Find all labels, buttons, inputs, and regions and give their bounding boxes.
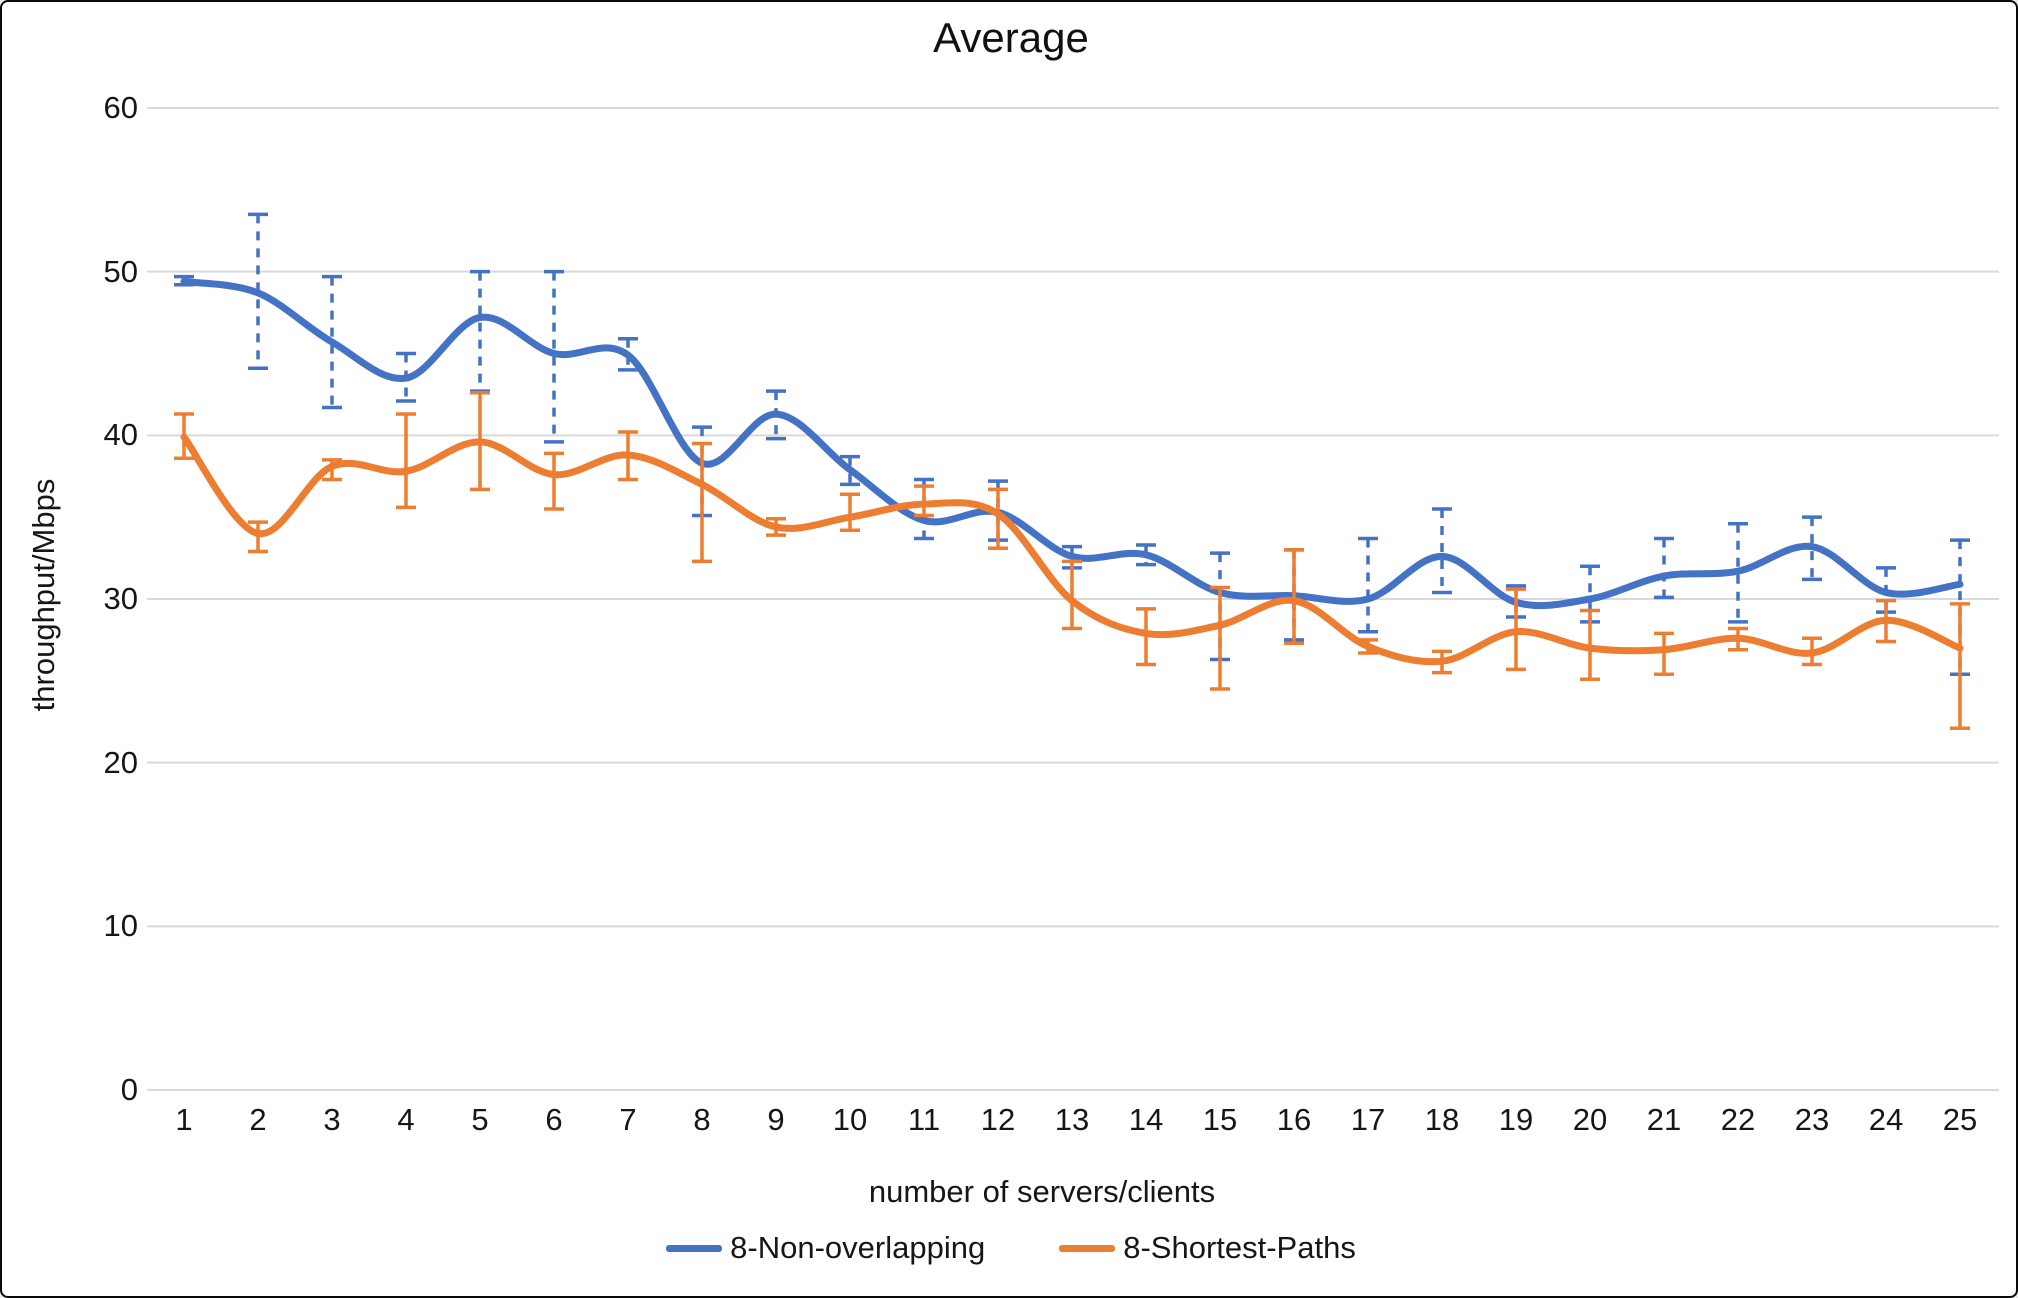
x-tick-label: 20 [1572, 1102, 1608, 1137]
gridlines [147, 107, 1999, 1091]
x-tick-label: 8 [693, 1102, 711, 1137]
y-axis-title: throughput/Mbps [26, 478, 61, 712]
y-tick-label: 50 [103, 253, 138, 289]
x-tick-label: 23 [1794, 1102, 1830, 1137]
x-tick-label: 21 [1646, 1102, 1682, 1137]
error-bars-8-Shortest-Paths [174, 391, 1970, 731]
legend-line-swatch-orange [1059, 1244, 1116, 1252]
y-tick-label: 30 [103, 581, 138, 616]
x-tick-label: 4 [397, 1102, 415, 1137]
y-tick-label: 60 [103, 90, 138, 125]
x-tick-label: 1 [175, 1102, 193, 1137]
x-tick-label: 25 [1942, 1102, 1978, 1137]
legend-entry-non-overlapping: 8-Non-overlapping [666, 1230, 985, 1266]
x-tick-label: 3 [323, 1102, 341, 1137]
x-tick-label: 11 [907, 1102, 941, 1137]
x-tick-label: 18 [1424, 1102, 1460, 1137]
x-tick-label: 2 [249, 1102, 267, 1137]
y-tick-label: 10 [103, 908, 138, 944]
chart-legend: 8-Non-overlapping 8-Shortest-Paths [2, 1230, 2016, 1266]
x-tick-label: 6 [545, 1102, 563, 1137]
x-tick-label: 15 [1202, 1102, 1238, 1137]
legend-entry-shortest-paths: 8-Shortest-Paths [1059, 1230, 1356, 1266]
x-tick-label: 22 [1720, 1102, 1756, 1137]
x-tick-label: 12 [980, 1102, 1016, 1137]
x-tick-label: 16 [1276, 1102, 1312, 1137]
x-tick-label: 9 [767, 1102, 785, 1137]
x-tick-label: 5 [471, 1102, 489, 1137]
x-tick-label: 14 [1128, 1102, 1164, 1137]
x-tick-label: 13 [1054, 1102, 1090, 1137]
legend-label: 8-Shortest-Paths [1123, 1230, 1356, 1265]
legend-label: 8-Non-overlapping [730, 1230, 986, 1265]
legend-line-swatch-blue [666, 1244, 723, 1252]
x-axis-title: number of servers/clients [868, 1174, 1216, 1209]
x-tick-label: 24 [1868, 1102, 1904, 1137]
series-line-8-Non-overlapping [180, 277, 1964, 610]
x-tick-label: 7 [619, 1102, 637, 1137]
y-tick-label: 40 [103, 417, 138, 453]
chart-title: Average [933, 14, 1089, 61]
x-tick-label: 19 [1498, 1102, 1534, 1137]
series-line-8-Shortest-Paths [180, 433, 1964, 666]
x-tick-label: 17 [1350, 1102, 1386, 1137]
y-tick-label: 0 [120, 1072, 138, 1107]
y-tick-label: 20 [103, 744, 138, 780]
x-tick-label: 10 [832, 1102, 868, 1137]
